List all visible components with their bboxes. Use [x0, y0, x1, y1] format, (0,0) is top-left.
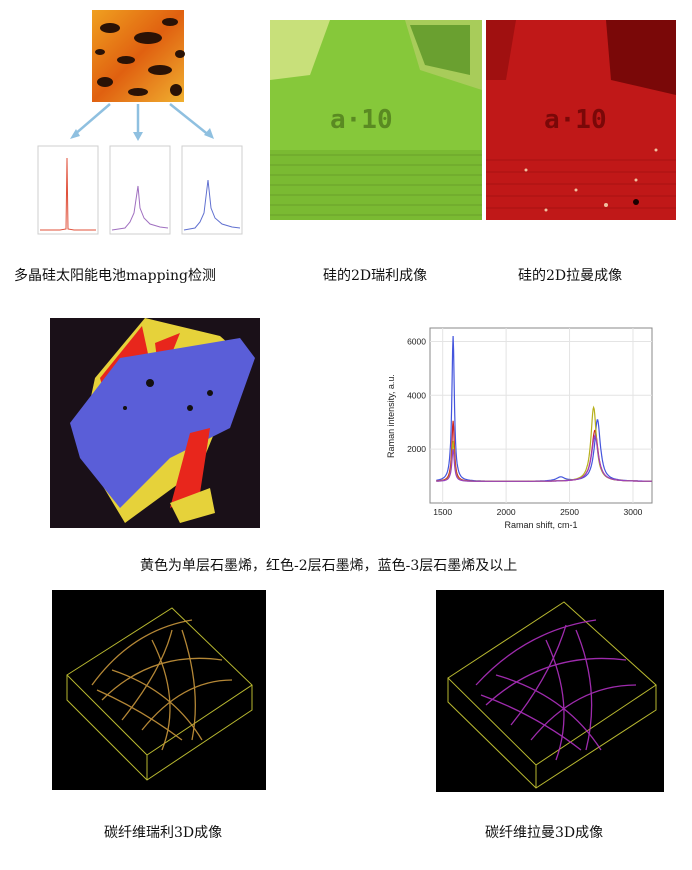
caption-cf-rayleigh: 碳纤维瑞利3D成像: [104, 825, 223, 841]
chart-x-axis-label: Raman shift, cm-1: [504, 520, 577, 530]
chart-x-tick-label: 2500: [560, 507, 579, 517]
caption-solar-mapping: 多晶硅太阳能电池mapping检测: [14, 268, 217, 284]
solar-mapping-svg: [37, 10, 243, 235]
cf-raman-bounding-box: [447, 601, 657, 789]
si-rayleigh-label: a·10: [330, 105, 393, 135]
chart-x-tick-label: 1500: [433, 507, 452, 517]
raman-spectrum-chart: 1500 2000 2500 3000 2000 4000 6000 Raman shif…: [378, 320, 658, 532]
chart-x-tick-label: 3000: [624, 507, 643, 517]
chart-series: [436, 335, 652, 482]
cf-raman-fibers: [475, 619, 637, 761]
chart-x-ticks: 1500 2000 2500 3000: [433, 507, 642, 517]
caption-si-rayleigh: 硅的2D瑞利成像: [323, 268, 428, 284]
si-rayleigh-image: a·10: [270, 20, 482, 220]
solar-map-grains: [95, 18, 185, 96]
mini-spectrum-3: [181, 145, 243, 235]
chart-y-tick-label: 2000: [407, 444, 426, 454]
mini-spectrum-1: [37, 145, 99, 235]
chart-y-ticks: 2000 4000 6000: [407, 336, 426, 454]
cf-rayleigh-3d-image: [52, 590, 266, 790]
caption-graphene: 黄色为单层石墨烯，红色-2层石墨烯，蓝色-3层石墨烯及以上: [140, 558, 518, 574]
chart-y-tick-label: 6000: [407, 336, 426, 346]
mini-spectrum-2: [109, 145, 171, 235]
caption-si-raman: 硅的2D拉曼成像: [518, 268, 623, 284]
si-raman-label: a·10: [544, 105, 607, 135]
chart-series-line-4: [436, 435, 652, 482]
chart-x-tick-label: 2000: [497, 507, 516, 517]
solar-mapping-figure: [30, 8, 255, 243]
cf-raman-3d-image: [436, 590, 664, 792]
cf-rayleigh-fibers: [91, 619, 233, 751]
chart-y-axis-label: Raman intensity, a.u.: [386, 374, 396, 458]
cf-rayleigh-bounding-box: [66, 607, 253, 781]
chart-plot-area: [429, 327, 653, 504]
chart-y-tick-label: 4000: [407, 390, 426, 400]
graphene-triple-layer-region: [70, 338, 255, 508]
solar-arrows: [73, 103, 211, 137]
graphene-layer-map: [50, 318, 260, 528]
si-raman-image: a·10: [486, 20, 676, 220]
caption-cf-raman: 碳纤维拉曼3D成像: [485, 825, 604, 841]
chart-grid: [430, 328, 652, 503]
